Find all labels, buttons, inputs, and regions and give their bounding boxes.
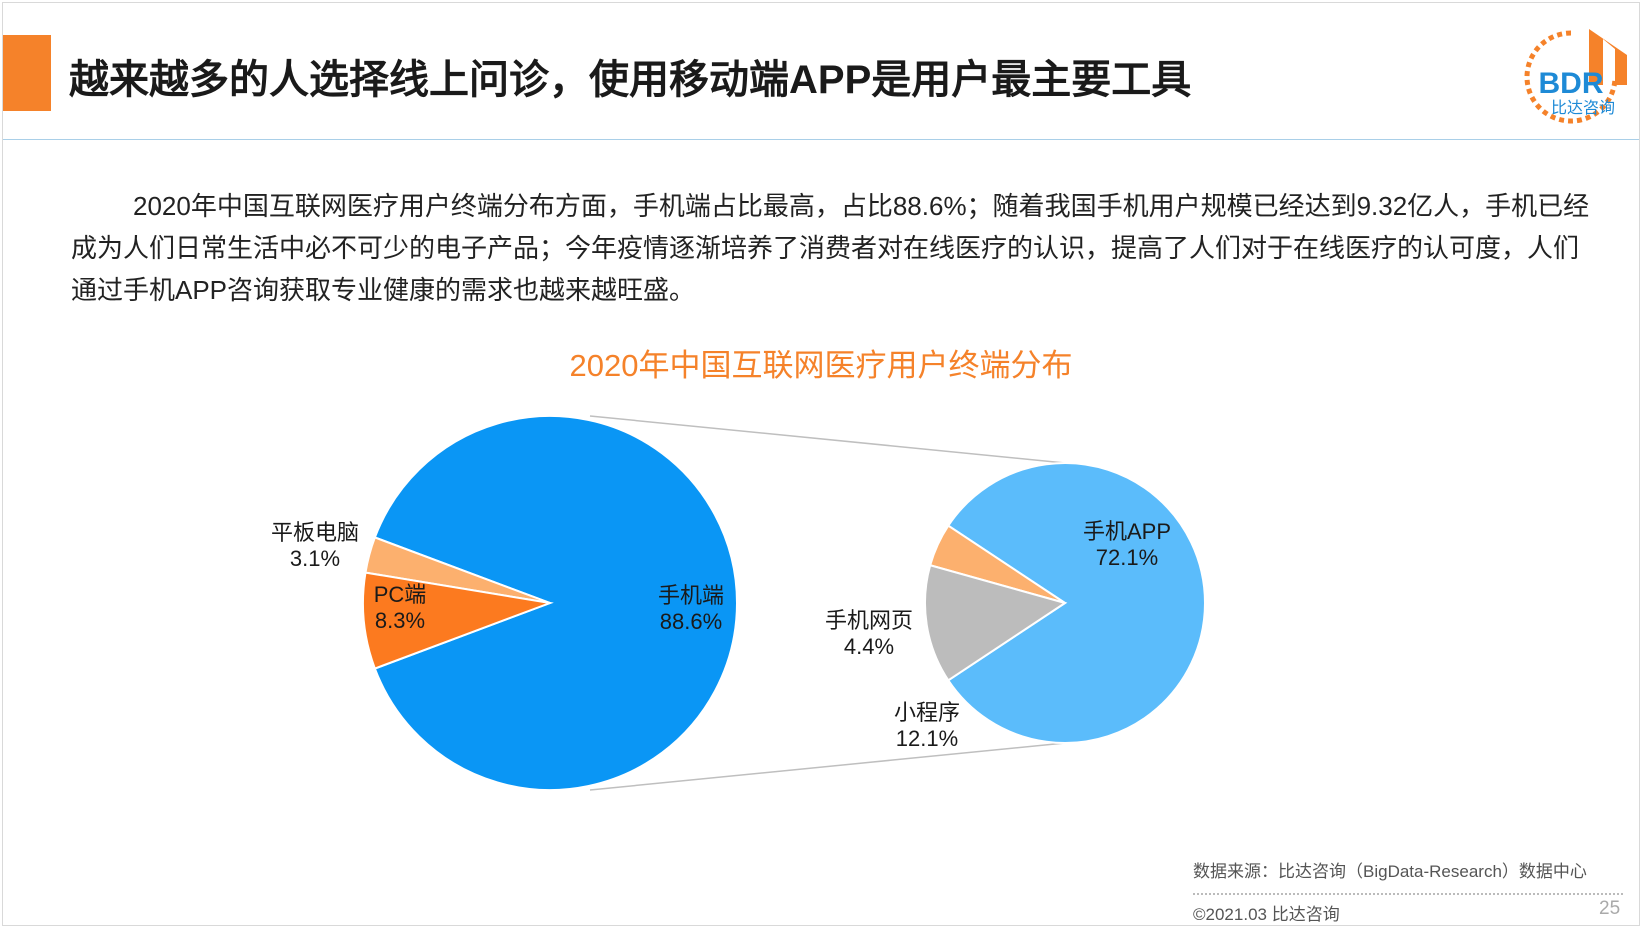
body-paragraph: 2020年中国互联网医疗用户终端分布方面，手机端占比最高，占比88.6%；随着我… [71,191,1590,305]
logo-ring-icon [1524,30,1618,124]
slice-label-breakdown-小程序: 小程序 [894,700,960,725]
copyright: ©2021.03 比达咨询 [1193,905,1340,924]
slice-label-breakdown-手机APP: 手机APP [1083,519,1171,544]
slice-label-main-平板电脑: 平板电脑 [271,520,359,545]
slice-value-main-平板电脑: 3.1% [290,546,340,571]
slice-label-breakdown-手机网页: 手机网页 [825,608,913,633]
logo-subtext: 比达咨询 [1551,99,1615,117]
pie-slice-main-PC端 [362,571,554,670]
connector-line-top [589,415,1066,464]
title-accent-bar [3,35,51,111]
footer-dotted-divider [1193,893,1623,895]
pie-slice-breakdown-小程序 [924,564,1068,682]
slice-value-main-PC端: 8.3% [375,608,425,633]
chart-title: 2020年中国互联网医疗用户终端分布 [569,348,1073,383]
slice-value-breakdown-手机APP: 72.1% [1096,545,1158,570]
bdr-logo: BDR 比达咨询 [1524,29,1627,124]
page-number: 25 [1599,898,1621,919]
pie-slice-main-手机端 [373,415,738,791]
slice-label-main-PC端: PC端 [374,582,427,607]
connector-line-bottom [589,742,1066,791]
slice-label-main-手机端: 手机端 [658,583,724,608]
pie-slice-breakdown-手机APP [946,462,1206,744]
logo-bar-icon [1589,29,1627,85]
slice-value-breakdown-手机网页: 4.4% [844,634,894,659]
slice-value-main-手机端: 88.6% [660,609,722,634]
slice-value-breakdown-小程序: 12.1% [896,726,958,751]
page-title: 越来越多的人选择线上问诊，使用移动端APP是用户最主要工具 [69,58,1192,102]
data-source: 数据来源：比达咨询（BigData-Research）数据中心 [1193,862,1587,881]
header-divider [3,139,1639,140]
logo-text: BDR [1539,67,1604,100]
